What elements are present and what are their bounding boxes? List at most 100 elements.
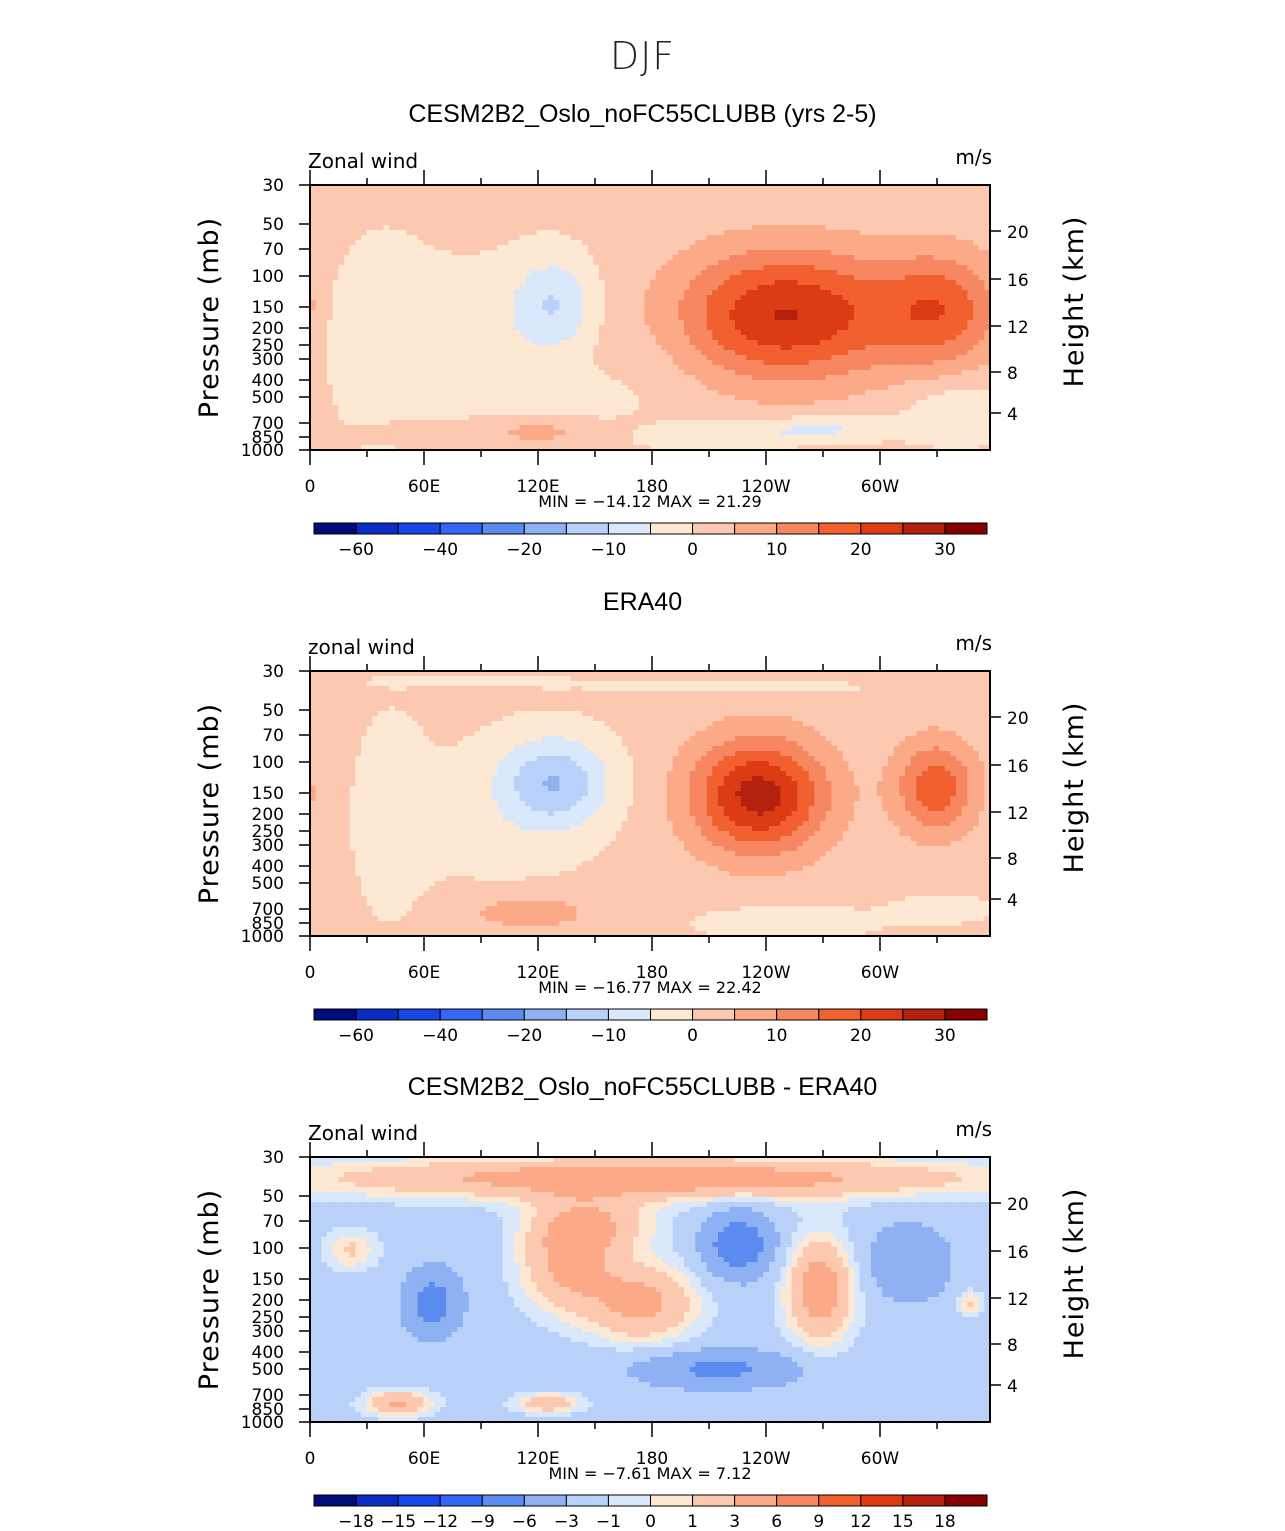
colorbar-box: [524, 1009, 566, 1020]
colorbar-label: 30: [934, 1026, 956, 1046]
colorbar-box: [819, 1009, 861, 1020]
y-right-tick-label: 16: [1007, 271, 1029, 291]
colorbar-box: [482, 523, 524, 534]
y-tick-label: 1000: [241, 927, 284, 947]
colorbar-box: [777, 1495, 819, 1506]
colorbar-label: −40: [422, 540, 458, 560]
y-tick-label: 500: [252, 874, 284, 894]
colorbar-box: [440, 523, 482, 534]
colorbar-box: [693, 1009, 735, 1020]
colorbar-box: [861, 1009, 903, 1020]
x-tick-label: 0: [305, 1449, 316, 1469]
colorbar-box: [735, 1495, 777, 1506]
colorbar-label: 9: [813, 1512, 824, 1531]
colorbar-box: [819, 1495, 861, 1506]
colorbar-label: −10: [590, 1026, 626, 1046]
colorbar-box: [777, 523, 819, 534]
colorbar-box: [651, 523, 693, 534]
y-right-tick-label: 4: [1007, 891, 1018, 911]
colorbar-label: 0: [645, 1512, 656, 1531]
colorbar-label: −60: [338, 1026, 374, 1046]
colorbar-box: [608, 1495, 650, 1506]
units-label: m/s: [955, 1117, 992, 1141]
colorbar-label: 0: [687, 1026, 698, 1046]
y-right-axis-title: Height (km): [1059, 1188, 1090, 1360]
x-tick-label: 0: [305, 963, 316, 983]
colorbar-label: 30: [934, 540, 956, 560]
y-right-tick-label: 20: [1007, 1195, 1029, 1215]
colorbar-label: −9: [470, 1512, 495, 1531]
y-tick-label: 70: [262, 726, 284, 746]
min-max-stats: MIN = −14.12 MAX = 21.29: [538, 492, 761, 511]
units-label: m/s: [955, 631, 992, 655]
y-axis-title: Pressure (mb): [194, 1189, 225, 1390]
colorbar-label: −12: [422, 1512, 458, 1531]
y-right-tick-label: 8: [1007, 850, 1018, 870]
y-tick-label: 1000: [241, 441, 284, 461]
y-right-tick-label: 12: [1007, 1290, 1029, 1310]
colorbar-box: [398, 1495, 440, 1506]
colorbar-box: [608, 523, 650, 534]
colorbar-label: −10: [590, 540, 626, 560]
y-tick-label: 500: [252, 1360, 284, 1380]
y-tick-label: 50: [262, 1187, 284, 1207]
x-tick-label: 60W: [861, 963, 900, 983]
colorbar-box: [356, 523, 398, 534]
colorbar: −18 −15 −12 −9 −6 −3 −1 0 1 3 6 9 12 15 18: [314, 1495, 987, 1531]
y-tick-label: 300: [252, 350, 284, 370]
y-tick-label: 150: [252, 298, 284, 318]
y-right-tick-label: 20: [1007, 709, 1029, 729]
x-tick-label: 0: [305, 477, 316, 497]
y-right-axis-title: Height (km): [1059, 702, 1090, 874]
colorbar-label: −40: [422, 1026, 458, 1046]
colorbar-box: [651, 1495, 693, 1506]
y-tick-label: 300: [252, 836, 284, 856]
y-tick-label: 50: [262, 215, 284, 235]
y-tick-label: 150: [252, 784, 284, 804]
colorbar-box: [566, 1009, 608, 1020]
colorbar-box: [524, 523, 566, 534]
variable-label: Zonal wind: [308, 149, 418, 173]
colorbar: −60 −40 −20 −10 0 10 20 30: [314, 523, 987, 560]
colorbar-box: [440, 1495, 482, 1506]
colorbar-label: 20: [850, 540, 872, 560]
x-tick-label: 60E: [408, 477, 440, 497]
zonal-wind-figure: 3050701001502002503004005007008501000201…: [0, 0, 1285, 1531]
y-right-tick-label: 20: [1007, 223, 1029, 243]
y-tick-label: 500: [252, 388, 284, 408]
colorbar-label: −3: [554, 1512, 579, 1531]
y-axis-title: Pressure (mb): [194, 703, 225, 904]
y-right-tick-label: 12: [1007, 804, 1029, 824]
colorbar-label: −20: [506, 1026, 542, 1046]
y-tick-label: 300: [252, 1322, 284, 1342]
colorbar-box: [819, 523, 861, 534]
colorbar-box: [651, 1009, 693, 1020]
y-right-tick-label: 16: [1007, 1243, 1029, 1263]
y-tick-label: 30: [262, 1148, 284, 1168]
y-right-tick-label: 8: [1007, 364, 1018, 384]
x-tick-label: 60E: [408, 963, 440, 983]
y-right-axis-title: Height (km): [1059, 216, 1090, 388]
colorbar-box: [693, 523, 735, 534]
y-right-tick-label: 16: [1007, 757, 1029, 777]
colorbar-label: −1: [596, 1512, 621, 1531]
colorbar-label: 1: [687, 1512, 698, 1531]
colorbar-label: 3: [729, 1512, 740, 1531]
y-tick-label: 50: [262, 701, 284, 721]
colorbar-box: [945, 523, 987, 534]
y-tick-label: 100: [252, 267, 284, 287]
colorbar-box: [566, 1495, 608, 1506]
panel-3: 3050701001502002503004005007008501000201…: [194, 1117, 1090, 1531]
colorbar-label: 0: [687, 540, 698, 560]
colorbar-box: [693, 1495, 735, 1506]
colorbar-box: [903, 523, 945, 534]
colorbar-box: [903, 1009, 945, 1020]
x-tick-label: 60E: [408, 1449, 440, 1469]
y-right-tick-label: 12: [1007, 318, 1029, 338]
colorbar-box: [777, 1009, 819, 1020]
colorbar-box: [398, 1009, 440, 1020]
colorbar-box: [945, 1009, 987, 1020]
colorbar-box: [524, 1495, 566, 1506]
variable-label: Zonal wind: [308, 1121, 418, 1145]
y-axis-title: Pressure (mb): [194, 217, 225, 418]
